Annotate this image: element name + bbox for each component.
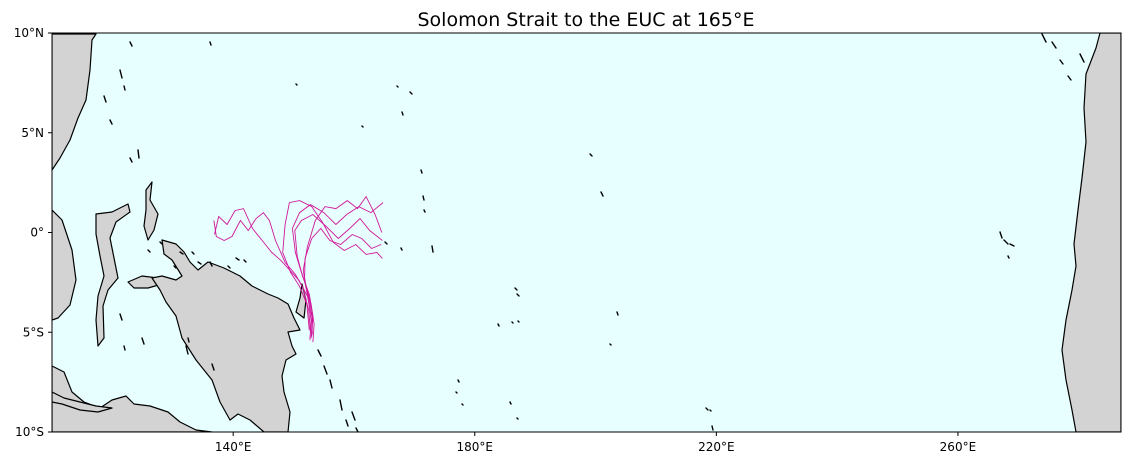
islets bbox=[103, 33, 1085, 432]
particle-trajectory bbox=[214, 208, 313, 339]
land-timor bbox=[52, 391, 113, 413]
particle-trajectory bbox=[304, 227, 382, 341]
latitude-ticks: 10°N 5°N 0° 5°S 10°S bbox=[14, 26, 52, 439]
land-new-guinea bbox=[151, 239, 301, 432]
land-mindanao bbox=[52, 33, 97, 171]
lat-tick-label: 10°S bbox=[15, 425, 44, 439]
land-sulawesi bbox=[95, 203, 131, 347]
particle-trajectory bbox=[294, 213, 383, 337]
lon-tick-label: 140°E bbox=[215, 440, 252, 454]
land-australia bbox=[52, 365, 213, 432]
trajectory-layer bbox=[213, 195, 384, 343]
lon-tick-label: 180°E bbox=[457, 440, 494, 454]
lon-tick-label: 220°E bbox=[698, 440, 735, 454]
lat-tick-label: 5°S bbox=[23, 325, 44, 339]
map-title: Solomon Strait to the EUC at 165°E bbox=[418, 9, 755, 31]
land-layer bbox=[52, 33, 1121, 432]
longitude-ticks: 140°E 180°E 220°E 260°E bbox=[215, 432, 976, 454]
land-americas bbox=[1061, 33, 1121, 432]
particle-trajectory bbox=[291, 202, 384, 343]
particle-trajectory bbox=[282, 200, 383, 331]
lat-tick-label: 0° bbox=[30, 226, 44, 240]
lat-tick-label: 10°N bbox=[14, 26, 44, 40]
land-borneo bbox=[52, 209, 77, 321]
lon-tick-label: 260°E bbox=[940, 440, 977, 454]
land-halmahera bbox=[143, 181, 159, 241]
lat-tick-label: 5°N bbox=[21, 126, 44, 140]
